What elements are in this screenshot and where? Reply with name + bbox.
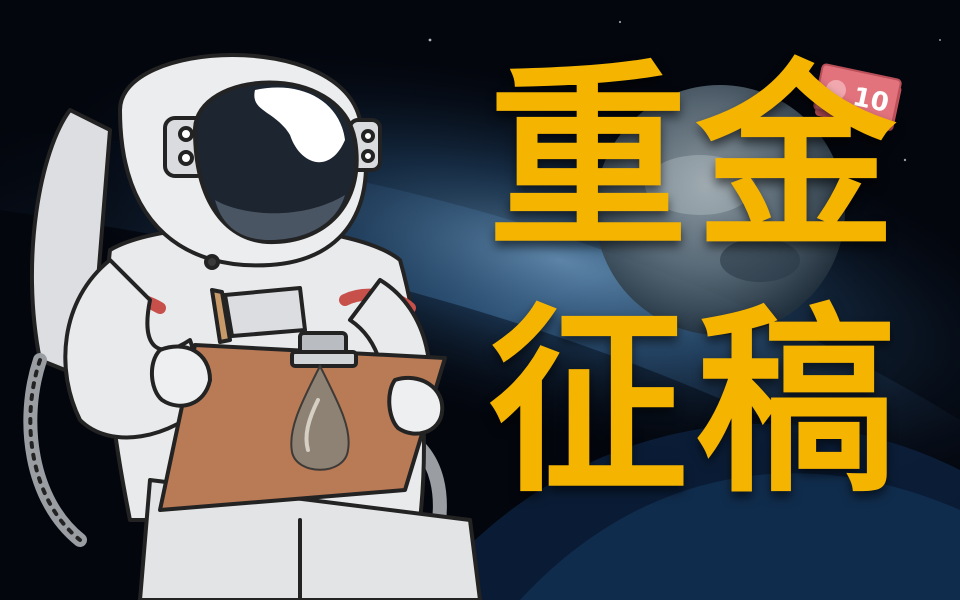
banknote-denomination: 10 xyxy=(850,82,892,119)
title-line-1: 重金 xyxy=(488,43,905,276)
pencil-icon xyxy=(210,288,232,344)
banknote-icon: 10 xyxy=(813,63,902,131)
water-drop-icon xyxy=(290,363,350,471)
title-line-2: 征稿 xyxy=(488,287,905,520)
